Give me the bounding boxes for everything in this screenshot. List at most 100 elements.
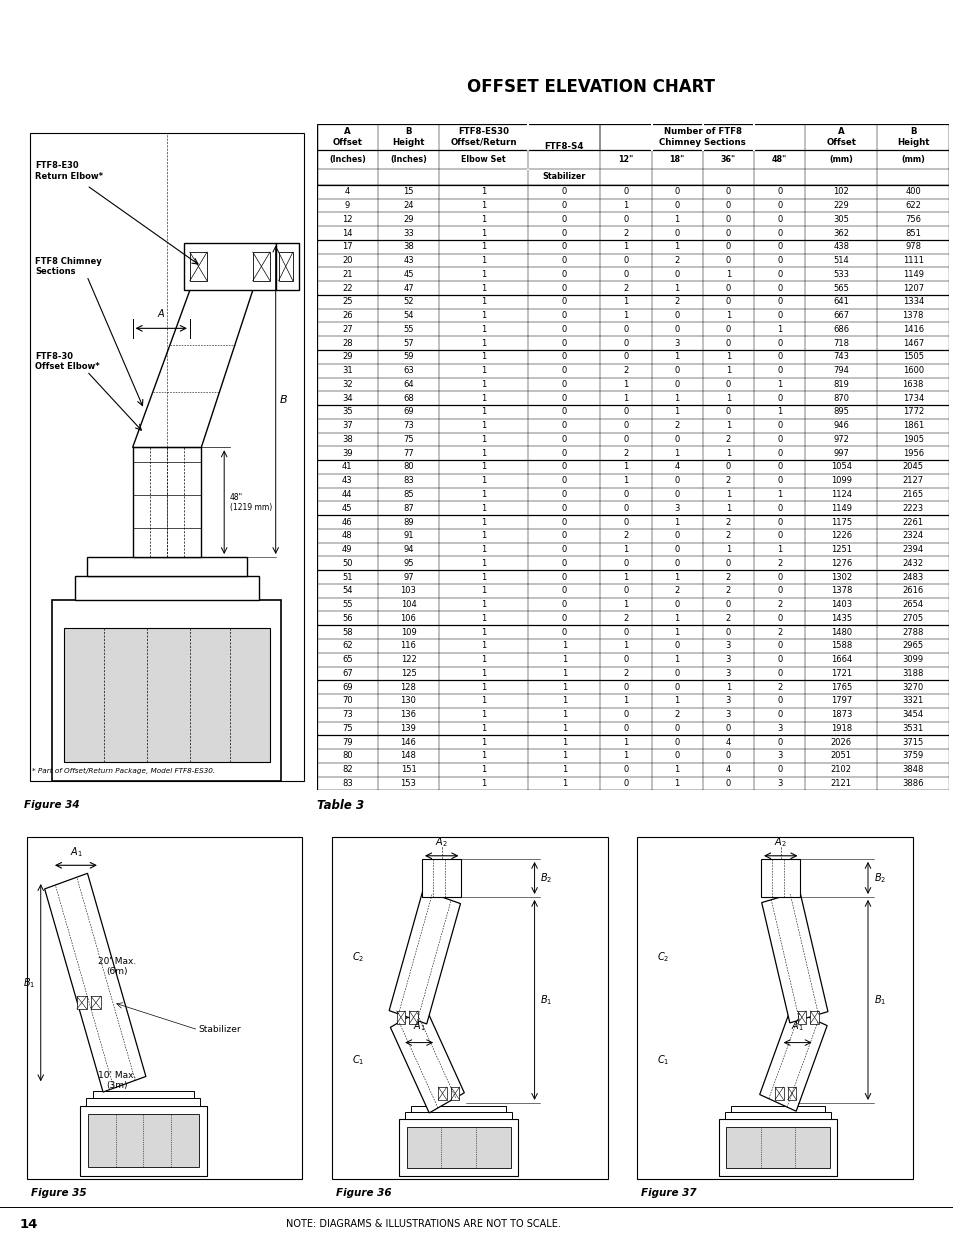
Text: 0: 0 <box>777 587 781 595</box>
Text: 0: 0 <box>725 201 730 210</box>
Bar <box>91 997 101 1009</box>
Text: 1: 1 <box>777 545 781 555</box>
Text: 0: 0 <box>561 462 566 472</box>
Text: A: A <box>158 309 164 319</box>
Text: 1: 1 <box>674 394 679 403</box>
Text: 1664: 1664 <box>830 655 851 664</box>
Text: 0: 0 <box>725 408 730 416</box>
Text: $A_1$: $A_1$ <box>790 1019 803 1034</box>
Text: 819: 819 <box>833 380 848 389</box>
Text: 1: 1 <box>480 531 486 540</box>
Text: 1251: 1251 <box>830 545 851 555</box>
Text: 0: 0 <box>561 435 566 443</box>
Text: 1416: 1416 <box>902 325 923 333</box>
Text: A
Offset: A Offset <box>332 127 362 147</box>
Bar <box>396 1011 405 1024</box>
Text: 0: 0 <box>777 669 781 678</box>
Text: 0: 0 <box>561 215 566 224</box>
Text: 4: 4 <box>725 766 730 774</box>
Text: (Inches): (Inches) <box>329 156 365 164</box>
Text: 667: 667 <box>832 311 848 320</box>
Text: 68: 68 <box>403 394 414 403</box>
Bar <box>92 1091 193 1098</box>
Text: 34: 34 <box>341 394 353 403</box>
Text: 0: 0 <box>674 311 679 320</box>
Text: 1: 1 <box>480 737 486 747</box>
Text: 1: 1 <box>480 421 486 430</box>
Text: 1918: 1918 <box>830 724 851 732</box>
Text: 1: 1 <box>622 380 628 389</box>
Text: 109: 109 <box>400 627 416 636</box>
Text: 75: 75 <box>341 724 353 732</box>
Text: (Inches): (Inches) <box>390 156 427 164</box>
Text: 0: 0 <box>561 269 566 279</box>
Text: 3270: 3270 <box>902 683 923 692</box>
Text: 125: 125 <box>400 669 416 678</box>
Text: 0: 0 <box>777 269 781 279</box>
Text: 641: 641 <box>833 298 848 306</box>
Text: FTF8-ES30
Offset/Return: FTF8-ES30 Offset/Return <box>450 127 517 147</box>
Text: 0: 0 <box>561 558 566 568</box>
Text: 1: 1 <box>480 228 486 237</box>
Text: 0: 0 <box>622 408 628 416</box>
Polygon shape <box>759 1009 826 1112</box>
Text: 0: 0 <box>777 311 781 320</box>
Text: 1: 1 <box>480 298 486 306</box>
Text: 1207: 1207 <box>902 284 923 293</box>
Text: 1: 1 <box>674 242 679 251</box>
Text: 0: 0 <box>777 284 781 293</box>
Text: 3321: 3321 <box>902 697 923 705</box>
Text: 1600: 1600 <box>902 366 923 375</box>
Text: 136: 136 <box>400 710 416 719</box>
Text: 0: 0 <box>674 366 679 375</box>
Text: 0: 0 <box>622 683 628 692</box>
Text: 2: 2 <box>725 517 730 526</box>
Text: $B_1$: $B_1$ <box>873 993 885 1007</box>
Text: 2121: 2121 <box>830 779 851 788</box>
Text: 41: 41 <box>342 462 353 472</box>
Text: 0: 0 <box>725 298 730 306</box>
Text: 2: 2 <box>777 558 781 568</box>
Text: 122: 122 <box>400 655 416 664</box>
Text: 1378: 1378 <box>830 587 851 595</box>
Text: 2788: 2788 <box>902 627 923 636</box>
Text: 0: 0 <box>561 490 566 499</box>
Text: 0: 0 <box>622 710 628 719</box>
Text: 43: 43 <box>341 477 353 485</box>
Text: 0: 0 <box>561 325 566 333</box>
Text: 0: 0 <box>561 600 566 609</box>
Polygon shape <box>132 290 253 447</box>
Text: 0: 0 <box>622 352 628 362</box>
Text: 52: 52 <box>403 298 414 306</box>
Text: 1: 1 <box>480 366 486 375</box>
Text: 20: 20 <box>342 256 353 266</box>
Text: 1734: 1734 <box>902 394 923 403</box>
Text: 1: 1 <box>674 779 679 788</box>
Text: 2: 2 <box>725 614 730 622</box>
Bar <box>730 1107 824 1112</box>
Text: 0: 0 <box>674 435 679 443</box>
Text: 0: 0 <box>777 256 781 266</box>
Text: 91: 91 <box>403 531 414 540</box>
Text: 31: 31 <box>341 366 353 375</box>
Text: 1: 1 <box>480 573 486 582</box>
Text: 1302: 1302 <box>830 573 851 582</box>
Text: 946: 946 <box>833 421 848 430</box>
Text: 73: 73 <box>403 421 414 430</box>
Text: 0: 0 <box>777 242 781 251</box>
Text: 0: 0 <box>622 256 628 266</box>
Text: 95: 95 <box>403 558 414 568</box>
Text: Figure 34: Figure 34 <box>24 800 79 810</box>
Text: 32: 32 <box>341 380 353 389</box>
Text: 0: 0 <box>674 641 679 651</box>
Text: 2: 2 <box>622 228 628 237</box>
Text: 38: 38 <box>403 242 414 251</box>
Text: 2483: 2483 <box>902 573 923 582</box>
Text: 0: 0 <box>674 737 679 747</box>
Text: 0: 0 <box>674 751 679 761</box>
Text: 85: 85 <box>403 490 414 499</box>
Text: 0: 0 <box>777 215 781 224</box>
Text: 1: 1 <box>674 284 679 293</box>
Text: 0: 0 <box>622 587 628 595</box>
Text: 1124: 1124 <box>830 490 851 499</box>
